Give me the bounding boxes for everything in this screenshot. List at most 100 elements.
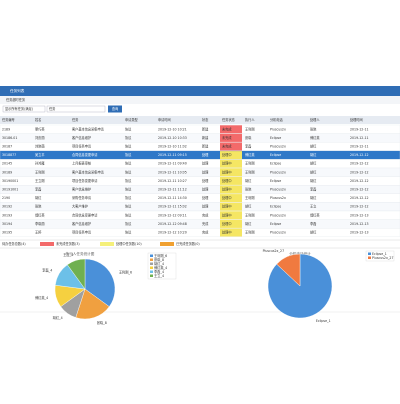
column-header: 申请时间 — [158, 117, 171, 122]
table-row[interactable] — [0, 142, 400, 151]
chart-title: 执行人任务统计图 — [66, 251, 95, 256]
table-cell: 李磊 — [35, 187, 42, 192]
table-cell: 未完成 — [222, 144, 232, 149]
table-cell: 胡红 — [245, 204, 252, 209]
pie-slice — [75, 288, 110, 320]
table-cell: 协议 — [125, 144, 132, 149]
chart-legend-label: Pluscus2x_27 — [372, 256, 394, 260]
table-row[interactable] — [0, 210, 400, 220]
chart-legend-label: 傅红英_4 — [154, 265, 167, 270]
table-cell: 处理 — [202, 187, 209, 192]
table-cell: 处理中 — [222, 230, 232, 235]
filter-select[interactable] — [2, 105, 46, 113]
table-cell: 处理中 — [222, 161, 232, 166]
table-cell: 傅红英 — [310, 135, 320, 140]
table-cell: 2019-12-12 — [350, 153, 369, 157]
table-cell: 采购任务申请 — [72, 195, 92, 200]
table-cell: 30186-01 — [2, 136, 17, 140]
search-text: 任务 — [49, 106, 56, 111]
table-cell: 新建 — [202, 135, 209, 140]
table-cell: 刘晓萌 — [35, 144, 45, 149]
legend-label: 处理中任务数(10) — [116, 241, 142, 246]
table-cell: Pluscus2x — [270, 188, 286, 192]
table-cell: 30187 — [2, 145, 12, 149]
table-cell: 傅红英 — [35, 212, 45, 217]
table-cell: Eclipse — [270, 205, 281, 209]
table-cell: 2019-12-12 — [350, 196, 369, 200]
slice-label: 张晓_8 — [97, 320, 107, 325]
table-cell: 新建 — [202, 144, 209, 149]
table-cell: 李磊 — [310, 221, 317, 226]
table-cell: 完成 — [202, 230, 209, 235]
chart-legend-swatch — [150, 258, 153, 261]
chart-legend-swatch — [150, 262, 153, 265]
table-cell: 30189 — [2, 170, 12, 174]
table-row[interactable] — [0, 150, 400, 160]
table-row[interactable] — [0, 202, 400, 212]
chart-legend-swatch — [150, 274, 153, 277]
table-cell: 30193 — [2, 213, 12, 217]
title-bar — [0, 86, 400, 96]
tab[interactable]: 任务超时任务 — [6, 97, 26, 102]
table-row[interactable] — [0, 133, 400, 143]
table-row[interactable] — [0, 159, 400, 169]
table-cell: 傅红英 — [310, 212, 320, 217]
table-cell: 傅红英 — [245, 152, 255, 157]
column-header: 任务状态 — [222, 117, 236, 122]
status-cell — [220, 142, 242, 151]
chart-legend-swatch — [368, 252, 371, 255]
column-header: 姓名 — [35, 117, 41, 122]
column-header: 处理人 — [310, 117, 320, 122]
column-header: 状态 — [202, 117, 209, 122]
table-row[interactable] — [0, 219, 400, 229]
table-cell: Pluscus2x — [270, 196, 286, 200]
table-cell: 王利刚 — [245, 161, 255, 166]
table-cell: 协议 — [125, 204, 132, 209]
table-cell: 协议 — [125, 178, 132, 183]
legend-swatch — [160, 242, 174, 246]
table-cell: 30192 — [2, 205, 12, 209]
status-cell — [220, 168, 242, 177]
table-row[interactable] — [0, 193, 400, 203]
slice-label: 王利刚_6 — [119, 270, 132, 275]
table-cell: 处理 — [202, 204, 209, 209]
table-cell: 2019-12-11 14:30 — [158, 196, 187, 200]
table-cell: 吴立平 — [35, 152, 45, 157]
table-cell: 王利刚 — [245, 126, 255, 131]
slice-label: 李磊_4 — [42, 268, 52, 273]
table-cell: 合同信息变更申请 — [72, 152, 98, 157]
table-cell: 胡红 — [310, 144, 317, 149]
legend-swatch — [100, 242, 114, 246]
window-title: 任务列表 — [10, 88, 25, 93]
table-cell: 胡红 — [310, 178, 317, 183]
table-cell: 2019-12-11 11:12 — [158, 188, 187, 192]
table-cell: 2019-12-11 09:15 — [158, 153, 187, 157]
table-cell: 项目任务申请 — [72, 144, 92, 149]
status-cell — [220, 219, 242, 228]
table-row[interactable] — [0, 176, 400, 186]
table-cell: 完成 — [202, 212, 209, 217]
table-cell: 2019-12-12 — [350, 170, 369, 174]
chart-legend-box — [365, 250, 395, 262]
column-header: 任务编号 — [2, 117, 15, 122]
table-cell: 协议 — [125, 195, 132, 200]
table-cell: 2019-12-12 — [350, 162, 369, 166]
query-button[interactable] — [108, 105, 122, 113]
legend-total: 待办任务总数(4) — [2, 241, 26, 246]
table-cell: 上月报表审核 — [72, 161, 92, 166]
slice-label: Eclipse_1 — [316, 319, 331, 323]
table-cell: Eclipse — [270, 136, 281, 140]
search-box[interactable] — [46, 105, 106, 113]
table-cell: 客户信息维护 — [72, 221, 91, 226]
status-cell — [220, 151, 242, 160]
table-row[interactable] — [0, 167, 400, 177]
table-cell: 30190001 — [2, 179, 18, 183]
table-row[interactable] — [0, 228, 400, 237]
table-row[interactable] — [0, 124, 400, 134]
table-cell: 处理中 — [222, 221, 232, 226]
table-row[interactable] — [0, 185, 400, 194]
table-cell: 处理 — [202, 169, 209, 174]
table-cell: 处理 — [202, 195, 209, 200]
table-cell: 处理中 — [222, 212, 232, 217]
table-cell: 2019-12-11 — [350, 136, 369, 140]
